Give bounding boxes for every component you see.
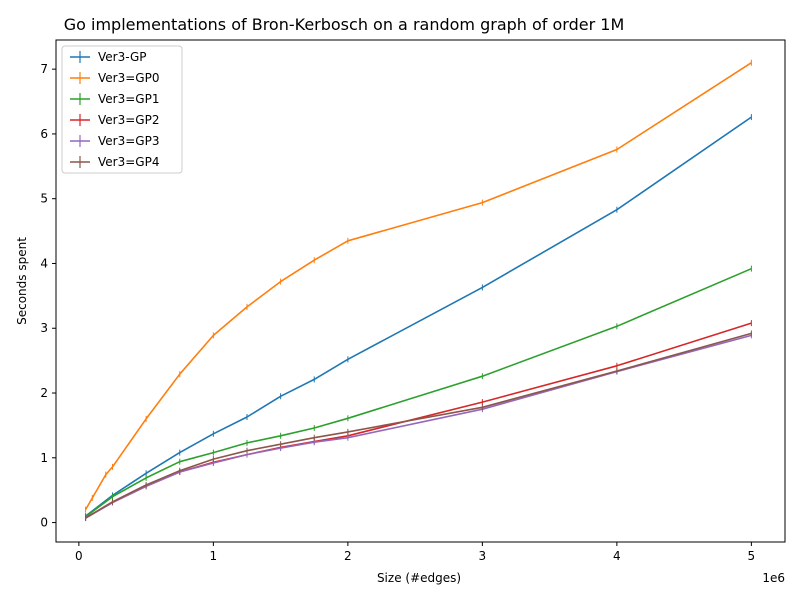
plot-area: 0 1 2 3 4 5 0 1 2 3 4 5 6 7	[40, 39, 786, 563]
x-tick-label: 0	[75, 549, 83, 563]
legend-item: Ver3=GP0	[70, 71, 159, 85]
series-line	[85, 116, 752, 517]
legend-label: Ver3=GP1	[98, 92, 159, 106]
legend-label: Ver3=GP2	[98, 113, 159, 127]
y-tick-label: 2	[40, 386, 48, 400]
legend: Ver3-GP Ver3=GP0 Ver3=GP1 Ver3=GP2 Ver3=GP3 V…	[61, 45, 183, 174]
series-line	[85, 332, 752, 519]
y-tick-label: 5	[40, 192, 48, 206]
axes-frame	[55, 39, 786, 543]
series-line	[85, 334, 752, 519]
series-layer	[84, 59, 752, 522]
legend-item: Ver3=GP2	[70, 113, 159, 127]
legend-label: Ver3=GP0	[98, 71, 159, 85]
legend-item: Ver3=GP4	[70, 155, 159, 169]
chart-title: Go implementations of Bron-Kerbosch on a…	[64, 15, 625, 34]
x-tick-label: 3	[479, 549, 487, 563]
y-tick-label: 0	[40, 516, 48, 530]
y-axis-label: Seconds spent	[15, 237, 29, 325]
series-ver3-gp1	[85, 265, 752, 520]
legend-box	[61, 45, 183, 174]
x-axis-label: Size (#edges)	[377, 571, 461, 585]
y-tick-label: 3	[40, 321, 48, 335]
series-ver3-gp4	[85, 330, 752, 522]
x-axis-offset-label: 1e6	[762, 571, 785, 585]
x-tick-label: 1	[210, 549, 218, 563]
legend-label: Ver3-GP	[98, 50, 147, 64]
x-tick-label: 5	[748, 549, 756, 563]
legend-item: Ver3=GP3	[70, 134, 159, 148]
y-tick-label: 7	[40, 62, 48, 76]
y-tick-label: 6	[40, 127, 48, 141]
x-tick-label: 4	[613, 549, 621, 563]
x-tick-label: 2	[344, 549, 352, 563]
series-line	[84, 62, 752, 511]
legend-label: Ver3=GP4	[98, 155, 159, 169]
y-tick-label: 1	[40, 451, 48, 465]
series-ver3-gp0	[84, 59, 752, 513]
legend-item: Ver3=GP1	[70, 92, 159, 106]
series-line	[85, 267, 752, 518]
legend-item: Ver3-GP	[70, 50, 147, 64]
series-ver3-gp	[85, 114, 752, 520]
x-axis-ticks: 0 1 2 3 4 5	[75, 542, 755, 563]
y-tick-label: 4	[40, 256, 48, 270]
legend-label: Ver3=GP3	[98, 134, 159, 148]
y-axis-ticks: 0 1 2 3 4 5 6 7	[40, 62, 56, 530]
